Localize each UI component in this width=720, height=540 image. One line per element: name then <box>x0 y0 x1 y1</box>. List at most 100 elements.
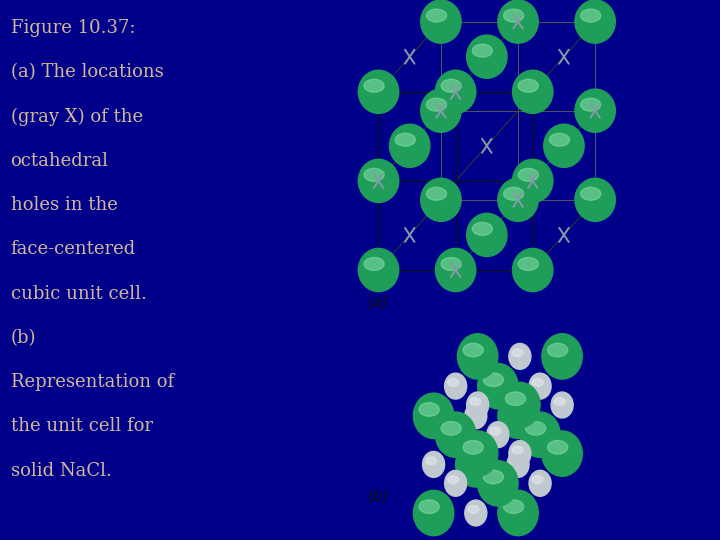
Ellipse shape <box>457 334 498 379</box>
Ellipse shape <box>472 222 492 235</box>
Text: Figure 10.37:: Figure 10.37: <box>11 19 135 37</box>
Ellipse shape <box>413 393 454 438</box>
Ellipse shape <box>444 470 467 496</box>
Ellipse shape <box>518 168 539 181</box>
Ellipse shape <box>548 441 568 454</box>
Ellipse shape <box>419 403 439 416</box>
Ellipse shape <box>503 187 523 200</box>
Ellipse shape <box>462 451 482 465</box>
Ellipse shape <box>575 89 616 132</box>
Text: solid NaCl.: solid NaCl. <box>11 462 112 480</box>
Ellipse shape <box>529 470 551 496</box>
Ellipse shape <box>359 70 399 113</box>
Ellipse shape <box>513 159 553 202</box>
Ellipse shape <box>465 403 487 429</box>
Ellipse shape <box>529 373 551 399</box>
Ellipse shape <box>513 248 553 292</box>
Ellipse shape <box>526 422 546 435</box>
Ellipse shape <box>483 373 503 387</box>
Ellipse shape <box>469 397 481 405</box>
Text: (a): (a) <box>367 294 389 309</box>
Ellipse shape <box>359 159 399 202</box>
Ellipse shape <box>503 403 523 416</box>
Ellipse shape <box>542 334 582 379</box>
Ellipse shape <box>498 178 539 221</box>
Ellipse shape <box>420 178 461 221</box>
Ellipse shape <box>436 248 476 292</box>
Ellipse shape <box>580 98 600 111</box>
Ellipse shape <box>580 9 600 22</box>
Ellipse shape <box>575 0 616 43</box>
Ellipse shape <box>500 382 540 428</box>
Ellipse shape <box>532 476 543 483</box>
Ellipse shape <box>467 392 489 418</box>
Text: cubic unit cell.: cubic unit cell. <box>11 285 146 302</box>
Ellipse shape <box>359 248 399 292</box>
Ellipse shape <box>436 412 476 457</box>
Ellipse shape <box>548 343 568 357</box>
Ellipse shape <box>513 70 553 113</box>
Ellipse shape <box>364 258 384 271</box>
Ellipse shape <box>468 408 479 416</box>
Ellipse shape <box>456 442 496 487</box>
Ellipse shape <box>441 258 462 271</box>
Ellipse shape <box>426 98 446 111</box>
Ellipse shape <box>520 412 560 457</box>
Ellipse shape <box>413 490 454 536</box>
Ellipse shape <box>507 451 529 477</box>
Ellipse shape <box>364 79 384 92</box>
Ellipse shape <box>498 393 539 438</box>
Ellipse shape <box>468 505 479 513</box>
Ellipse shape <box>498 0 539 43</box>
Ellipse shape <box>448 476 459 483</box>
Ellipse shape <box>503 9 523 22</box>
Ellipse shape <box>498 490 539 536</box>
Ellipse shape <box>390 124 430 167</box>
Ellipse shape <box>580 187 600 200</box>
Ellipse shape <box>467 35 507 78</box>
Ellipse shape <box>532 379 543 386</box>
Ellipse shape <box>551 392 573 418</box>
Ellipse shape <box>463 441 483 454</box>
Ellipse shape <box>420 0 461 43</box>
Text: octahedral: octahedral <box>11 152 109 170</box>
Ellipse shape <box>477 461 518 506</box>
Ellipse shape <box>509 343 531 369</box>
Text: face-centered: face-centered <box>11 240 136 258</box>
Ellipse shape <box>423 451 445 477</box>
Ellipse shape <box>549 133 570 146</box>
Text: Representation of: Representation of <box>11 373 174 391</box>
Ellipse shape <box>463 343 483 357</box>
Ellipse shape <box>490 427 501 435</box>
Ellipse shape <box>477 363 518 409</box>
Ellipse shape <box>472 44 492 57</box>
Ellipse shape <box>364 168 384 181</box>
Ellipse shape <box>465 500 487 526</box>
Text: (gray X) of the: (gray X) of the <box>11 107 143 126</box>
Ellipse shape <box>510 457 521 464</box>
Ellipse shape <box>420 89 461 132</box>
Text: (b): (b) <box>11 329 36 347</box>
Ellipse shape <box>467 213 507 256</box>
Text: the unit cell for: the unit cell for <box>11 417 153 435</box>
Ellipse shape <box>542 431 582 476</box>
Ellipse shape <box>441 422 462 435</box>
Ellipse shape <box>575 178 616 221</box>
Ellipse shape <box>483 470 503 484</box>
Ellipse shape <box>518 258 539 271</box>
Ellipse shape <box>444 373 467 399</box>
Ellipse shape <box>419 500 439 514</box>
Ellipse shape <box>436 70 476 113</box>
Ellipse shape <box>487 422 509 448</box>
Text: (a) The locations: (a) The locations <box>11 63 163 81</box>
Ellipse shape <box>441 79 462 92</box>
Ellipse shape <box>503 500 523 514</box>
Ellipse shape <box>544 124 584 167</box>
Ellipse shape <box>457 431 498 476</box>
Ellipse shape <box>512 349 523 356</box>
Ellipse shape <box>505 392 526 406</box>
Ellipse shape <box>426 187 446 200</box>
Ellipse shape <box>509 441 531 467</box>
Ellipse shape <box>426 9 446 22</box>
Ellipse shape <box>448 379 459 386</box>
